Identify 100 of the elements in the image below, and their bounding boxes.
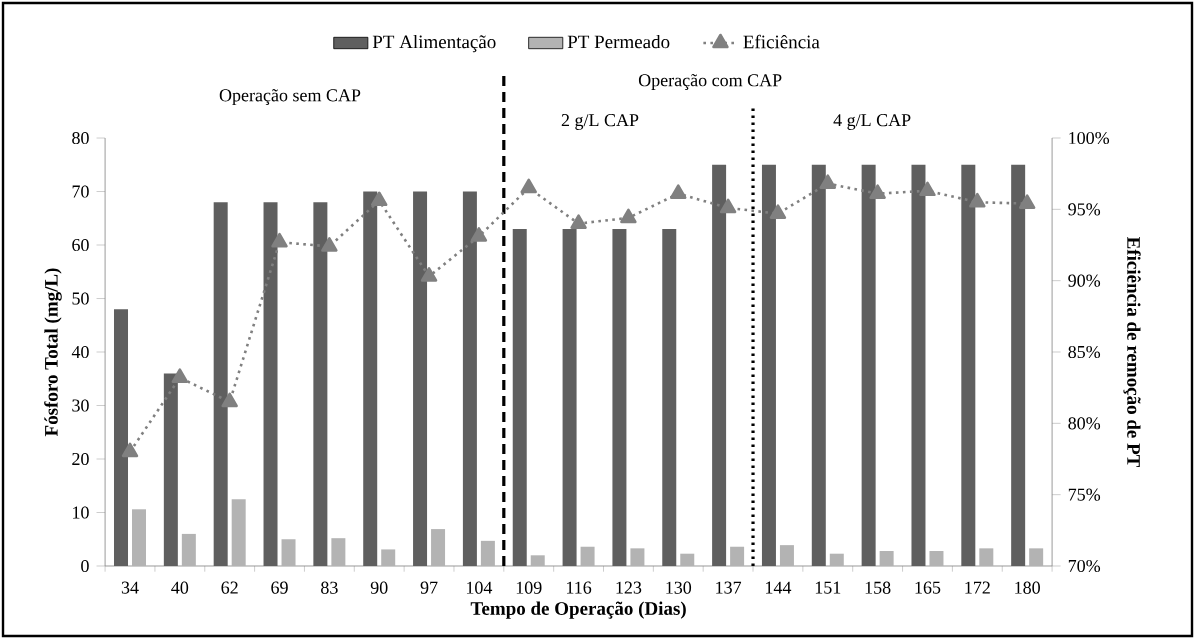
- text: Operação sem CAP: [219, 89, 361, 106]
- bar: [431, 529, 446, 566]
- y2-tick-label: 90%: [1068, 274, 1101, 287]
- x-tick-label: 97: [420, 581, 438, 594]
- bar: [163, 373, 178, 566]
- bar: [381, 549, 396, 566]
- bar: [761, 164, 776, 566]
- bar: [811, 164, 826, 566]
- x-tick-label: 144: [766, 581, 792, 594]
- point: [121, 442, 139, 458]
- point: [869, 184, 886, 199]
- bar: [462, 191, 477, 566]
- y2-tick-label: 75%: [1068, 488, 1101, 501]
- x-tick-label: 116: [566, 581, 592, 594]
- x-tick-label: 137: [716, 581, 742, 594]
- bar: [712, 164, 727, 566]
- point: [570, 214, 587, 229]
- y-tick-label: 30: [72, 399, 89, 412]
- point: [271, 232, 288, 248]
- bar: [662, 228, 677, 566]
- bar: [630, 548, 645, 566]
- bar: [363, 191, 378, 566]
- y2-tick-label: 95%: [1068, 203, 1101, 216]
- bar: [114, 309, 128, 566]
- bar: [911, 164, 926, 566]
- x-axis-title: Tempo de Operação (Dias): [470, 601, 686, 619]
- bar: [281, 539, 296, 566]
- point: [620, 208, 637, 224]
- y-tick-label: 70: [72, 185, 89, 198]
- x-tick-label: 180: [1015, 581, 1040, 594]
- bar: [580, 546, 595, 566]
- bar: [263, 202, 278, 566]
- bar: [680, 553, 695, 566]
- bar: [313, 202, 328, 566]
- bar: [413, 191, 428, 566]
- bar: [132, 509, 146, 566]
- bar: [213, 202, 228, 566]
- bar: [879, 551, 894, 566]
- bar: [181, 533, 196, 566]
- x-tick-label: 90: [370, 581, 388, 594]
- y-tick-label: 80: [72, 131, 89, 145]
- x-tick-label: 104: [466, 581, 493, 594]
- point: [221, 392, 238, 408]
- x-tick-label: 83: [321, 581, 338, 594]
- point: [670, 184, 687, 199]
- bar: [1029, 548, 1044, 566]
- legend-label: PT Alimentação: [372, 34, 496, 53]
- y-tick-label: 0: [81, 559, 89, 573]
- bar: [562, 228, 577, 566]
- bar: [331, 538, 346, 566]
- x-tick-label: 40: [171, 581, 189, 594]
- y2-tick-label: 70%: [1068, 559, 1101, 573]
- y-tick-label: 60: [72, 238, 89, 252]
- bar: [861, 164, 876, 566]
- text: Operação com CAP: [638, 74, 782, 90]
- x-tick-label: 34: [121, 581, 139, 594]
- x-tick-label: 130: [666, 581, 692, 594]
- x-tick-label: 109: [516, 581, 542, 594]
- point: [719, 198, 737, 214]
- legend-label: Eficiência: [743, 34, 820, 49]
- y2-tick-label: 80%: [1068, 417, 1101, 430]
- point: [321, 237, 338, 252]
- x-tick-label: 69: [271, 581, 288, 594]
- x-tick-label: 172: [965, 581, 990, 594]
- bar: [730, 546, 745, 566]
- bar: [929, 551, 944, 566]
- bar: [961, 164, 976, 566]
- bar: [612, 228, 627, 566]
- point: [171, 368, 189, 383]
- y-tick-label: 50: [72, 292, 89, 305]
- y-tick-label: 10: [73, 506, 89, 519]
- bar: [779, 545, 794, 566]
- point: [919, 181, 936, 197]
- point: [520, 178, 537, 194]
- point: [420, 267, 438, 282]
- bar: [512, 228, 527, 566]
- bar: [979, 548, 994, 566]
- bar: [829, 553, 844, 566]
- bar: [231, 499, 246, 566]
- y-tick-label: 20: [72, 452, 89, 466]
- point: [370, 191, 388, 207]
- bar: [1011, 164, 1026, 566]
- text: 4 g/L CAP: [833, 114, 911, 130]
- point: [470, 227, 488, 242]
- y2-tick-label: 100%: [1069, 131, 1110, 145]
- point: [819, 174, 837, 189]
- point: [969, 192, 986, 208]
- x-tick-label: 123: [616, 581, 642, 594]
- bar: [530, 555, 545, 566]
- text: 2 g/L CAP: [561, 114, 639, 130]
- y2-tick-label: 85%: [1068, 345, 1101, 359]
- point: [1018, 194, 1036, 209]
- point: [769, 204, 787, 219]
- legend-label: PT Permeado: [567, 34, 670, 49]
- x-tick-label: 165: [915, 581, 941, 594]
- x-tick-label: 151: [815, 581, 841, 594]
- y-axis-title: Fósforo Total (mg/L): [44, 268, 62, 437]
- x-tick-label: 158: [865, 581, 891, 594]
- bar: [480, 540, 495, 566]
- y-tick-label: 40: [71, 345, 89, 359]
